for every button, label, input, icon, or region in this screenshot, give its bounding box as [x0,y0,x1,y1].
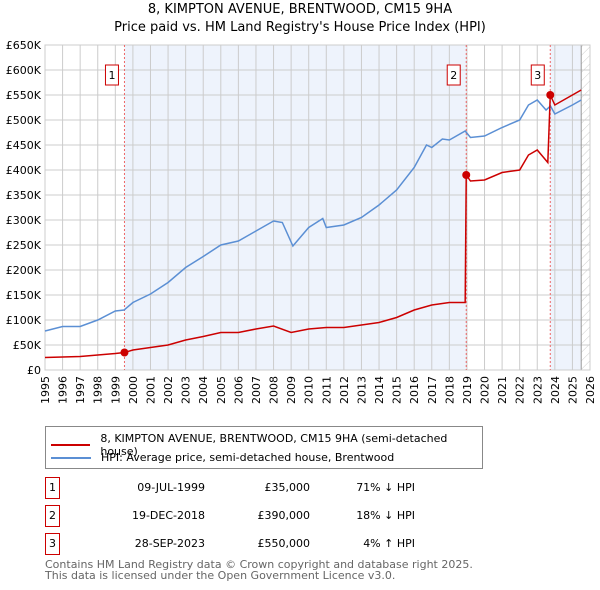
plot-border [44,44,591,371]
y-tick-label: £150K [6,289,42,302]
x-tick-label: 2023 [531,376,544,404]
x-tick-label: 2006 [232,376,245,404]
y-tick-label: £300K [6,214,42,227]
legend-swatch-red [51,444,91,446]
x-tick-label: 1998 [92,376,105,404]
y-tick-label: £100K [6,314,42,327]
sale-date: 19-DEC-2018 [131,509,205,522]
y-tick-label: £350K [6,189,42,202]
x-tick-label: 1996 [57,376,70,404]
x-tick-label: 2007 [250,376,263,404]
y-tick-label: £500K [6,114,42,127]
y-tick-label: £550K [6,89,42,102]
legend: 8, KIMPTON AVENUE, BRENTWOOD, CM15 9HA (… [45,426,483,469]
x-tick-label: 2005 [215,376,228,404]
x-tick-label: 2012 [338,376,351,404]
x-tick-label: 2021 [496,376,509,404]
y-tick-label: £450K [6,139,42,152]
sale-date: 09-JUL-1999 [137,481,205,494]
x-tick-label: 2002 [162,376,175,404]
sale-price: £35,000 [264,481,311,494]
sale-marker-number: 3 [45,533,60,555]
x-tick-label: 1997 [74,376,87,404]
property-price-line [44,89,582,359]
x-tick-label: 2026 [584,376,597,404]
hpi-line [44,99,582,332]
sale-row: 3 28-SEP-2023 £550,000 4% ↑ HPI [45,533,445,555]
chart-title: 8, KIMPTON AVENUE, BRENTWOOD, CM15 9HA [147,2,453,17]
x-tick-label: 2018 [443,376,456,404]
sale-label-box [446,64,461,86]
y-tick-label: £650K [6,39,42,52]
y-tick-label: £250K [6,239,42,252]
x-tick-label: 2025 [566,376,579,404]
sale-label-box [104,64,119,86]
x-tick-label: 2015 [391,376,404,404]
sale-hpi: 71% ↓ HPI [356,481,415,494]
x-tick-label: 2020 [479,376,492,404]
shaded-period [124,45,467,370]
sale-point [546,91,555,99]
forecast-hatch [581,45,590,370]
sale-label: 1 [108,69,115,82]
sale-marker-number: 2 [45,505,60,527]
legend-item-hpi: HPI: Average price, semi-detached house,… [51,451,394,464]
legend-item-property: 8, KIMPTON AVENUE, BRENTWOOD, CM15 9HA (… [51,432,482,458]
chart-plot: 1995 1996 1997 1998 1999 2000 2001 2002 2003 2004… [6,39,597,404]
x-tick-label: 2024 [549,376,562,404]
sale-point [462,171,471,179]
x-tick-label: 1995 [39,376,52,404]
y-tick-label: £200K [6,264,42,277]
chart-subtitle: Price paid vs. HM Land Registry's House … [114,20,486,35]
sale-hpi: 18% ↓ HPI [356,509,415,522]
footer-line: This data is licensed under the Open Gov… [45,568,396,582]
sale-date: 28-SEP-2023 [134,537,205,550]
footer: Contains HM Land Registry data © Crown c… [45,558,473,582]
sale-label: 3 [534,69,541,82]
sale-row: 2 19-DEC-2018 £390,000 18% ↓ HPI [45,505,445,527]
sale-price: £550,000 [257,537,311,550]
x-tick-label: 2001 [144,376,157,404]
sale-label-box [530,64,545,86]
y-tick-label: £400K [6,164,42,177]
legend-label: 8, KIMPTON AVENUE, BRENTWOOD, CM15 9HA (… [100,432,448,458]
legend-swatch-blue [51,456,91,459]
sale-price: £390,000 [257,509,311,522]
sale-point [120,348,129,357]
y-tick-label: £0 [27,364,41,377]
x-tick-label: 2022 [514,376,527,404]
x-tick-label: 2008 [268,376,281,404]
footer-line: Contains HM Land Registry data © Crown c… [45,558,473,571]
y-tick-label: £600K [6,64,42,77]
x-tick-label: 2003 [180,376,193,404]
x-tick-label: 2019 [461,376,474,404]
x-tick-label: 2016 [408,376,421,404]
sale-marker-number: 1 [45,477,60,499]
x-tick-label: 2013 [355,376,368,404]
sale-row: 1 09-JUL-1999 £35,000 71% ↓ HPI [45,477,445,499]
x-tick-label: 2014 [373,376,386,404]
x-tick-label: 2004 [197,376,210,404]
x-tick-label: 2011 [320,376,333,404]
y-tick-label: £50K [13,339,42,352]
x-tick-label: 2009 [285,376,298,404]
x-tick-label: 2017 [426,376,439,404]
x-tick-label: 1999 [109,376,122,404]
x-tick-label: 2010 [303,376,316,404]
sale-label: 2 [450,69,457,82]
x-tick-label: 2000 [127,376,140,404]
sale-hpi: 4% ↑ HPI [363,537,415,550]
legend-label: HPI: Average price, semi-detached house,… [101,451,395,464]
